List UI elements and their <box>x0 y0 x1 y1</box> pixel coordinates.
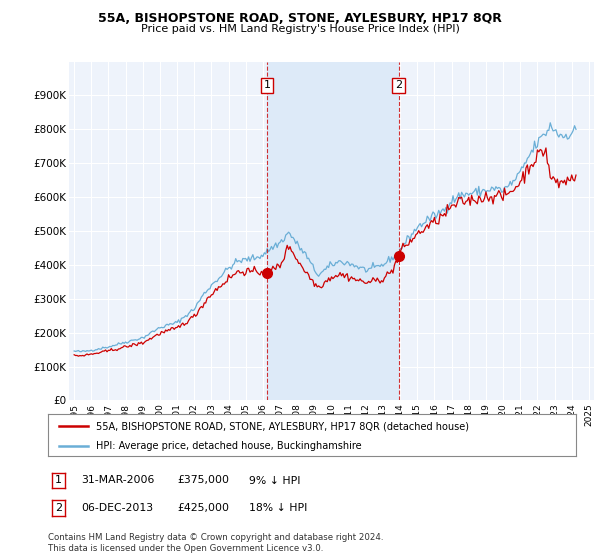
Text: £425,000: £425,000 <box>177 503 229 513</box>
Text: 1: 1 <box>55 475 62 486</box>
Text: 2: 2 <box>395 80 403 90</box>
Text: 2: 2 <box>55 503 62 513</box>
Text: 06-DEC-2013: 06-DEC-2013 <box>81 503 153 513</box>
Text: Price paid vs. HM Land Registry's House Price Index (HPI): Price paid vs. HM Land Registry's House … <box>140 24 460 34</box>
Text: 18% ↓ HPI: 18% ↓ HPI <box>249 503 307 513</box>
Text: Contains HM Land Registry data © Crown copyright and database right 2024.
This d: Contains HM Land Registry data © Crown c… <box>48 533 383 553</box>
Text: 1: 1 <box>263 80 271 90</box>
Text: 31-MAR-2006: 31-MAR-2006 <box>81 475 154 486</box>
Text: 9% ↓ HPI: 9% ↓ HPI <box>249 475 301 486</box>
Text: 55A, BISHOPSTONE ROAD, STONE, AYLESBURY, HP17 8QR: 55A, BISHOPSTONE ROAD, STONE, AYLESBURY,… <box>98 12 502 25</box>
Text: HPI: Average price, detached house, Buckinghamshire: HPI: Average price, detached house, Buck… <box>95 441 361 451</box>
Bar <box>267 62 399 400</box>
Text: 55A, BISHOPSTONE ROAD, STONE, AYLESBURY, HP17 8QR (detached house): 55A, BISHOPSTONE ROAD, STONE, AYLESBURY,… <box>95 421 469 431</box>
Text: £375,000: £375,000 <box>177 475 229 486</box>
